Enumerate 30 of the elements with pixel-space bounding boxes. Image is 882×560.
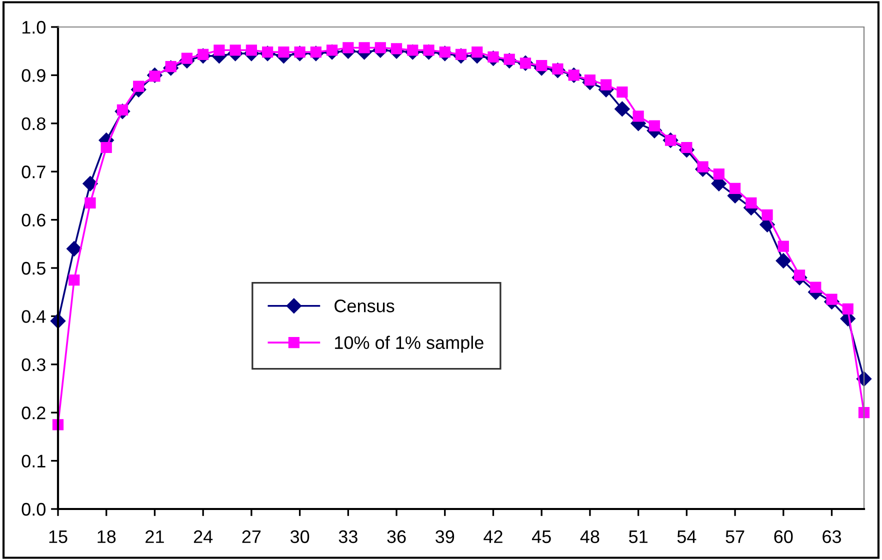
x-tick-label: 51	[629, 530, 648, 544]
y-tick-label: 0.3	[22, 358, 46, 372]
x-tick-label: 48	[580, 530, 600, 544]
x-tick-label: 42	[484, 530, 502, 543]
y-tick-label: 0.0	[22, 502, 46, 516]
x-tick-label: 33	[338, 530, 358, 544]
x-tick-label: 24	[194, 530, 213, 543]
y-tick-label: 0.1	[22, 454, 46, 468]
x-tick-label: 45	[532, 530, 551, 544]
y-tick-label: 0.5	[22, 262, 46, 275]
x-tick-label: 15	[49, 530, 68, 544]
y-tick-label: 0.6	[22, 214, 46, 227]
y-tick-label: 0.4	[22, 310, 46, 323]
x-tick-label: 39	[436, 530, 454, 544]
x-tick-label: 30	[290, 530, 310, 544]
y-tick-label: 1.0	[22, 20, 46, 34]
y-tick-label: 0.9	[22, 69, 46, 82]
y-tick-label: 0.2	[22, 406, 46, 420]
x-tick-label: 60	[774, 530, 793, 544]
x-tick-label: 27	[242, 530, 261, 543]
legend-label: 10% of 1% sample	[335, 336, 484, 353]
x-tick-label: 36	[387, 530, 406, 544]
y-tick-label: 0.7	[22, 166, 46, 178]
x-tick-label: 57	[726, 530, 744, 544]
x-tick-label: 54	[677, 530, 696, 544]
x-tick-label: 18	[98, 530, 116, 544]
y-tick-label: 0.8	[22, 117, 46, 130]
legend-label: Census	[334, 300, 394, 312]
x-tick-label: 63	[822, 530, 842, 544]
x-tick-label: 21	[146, 530, 164, 543]
